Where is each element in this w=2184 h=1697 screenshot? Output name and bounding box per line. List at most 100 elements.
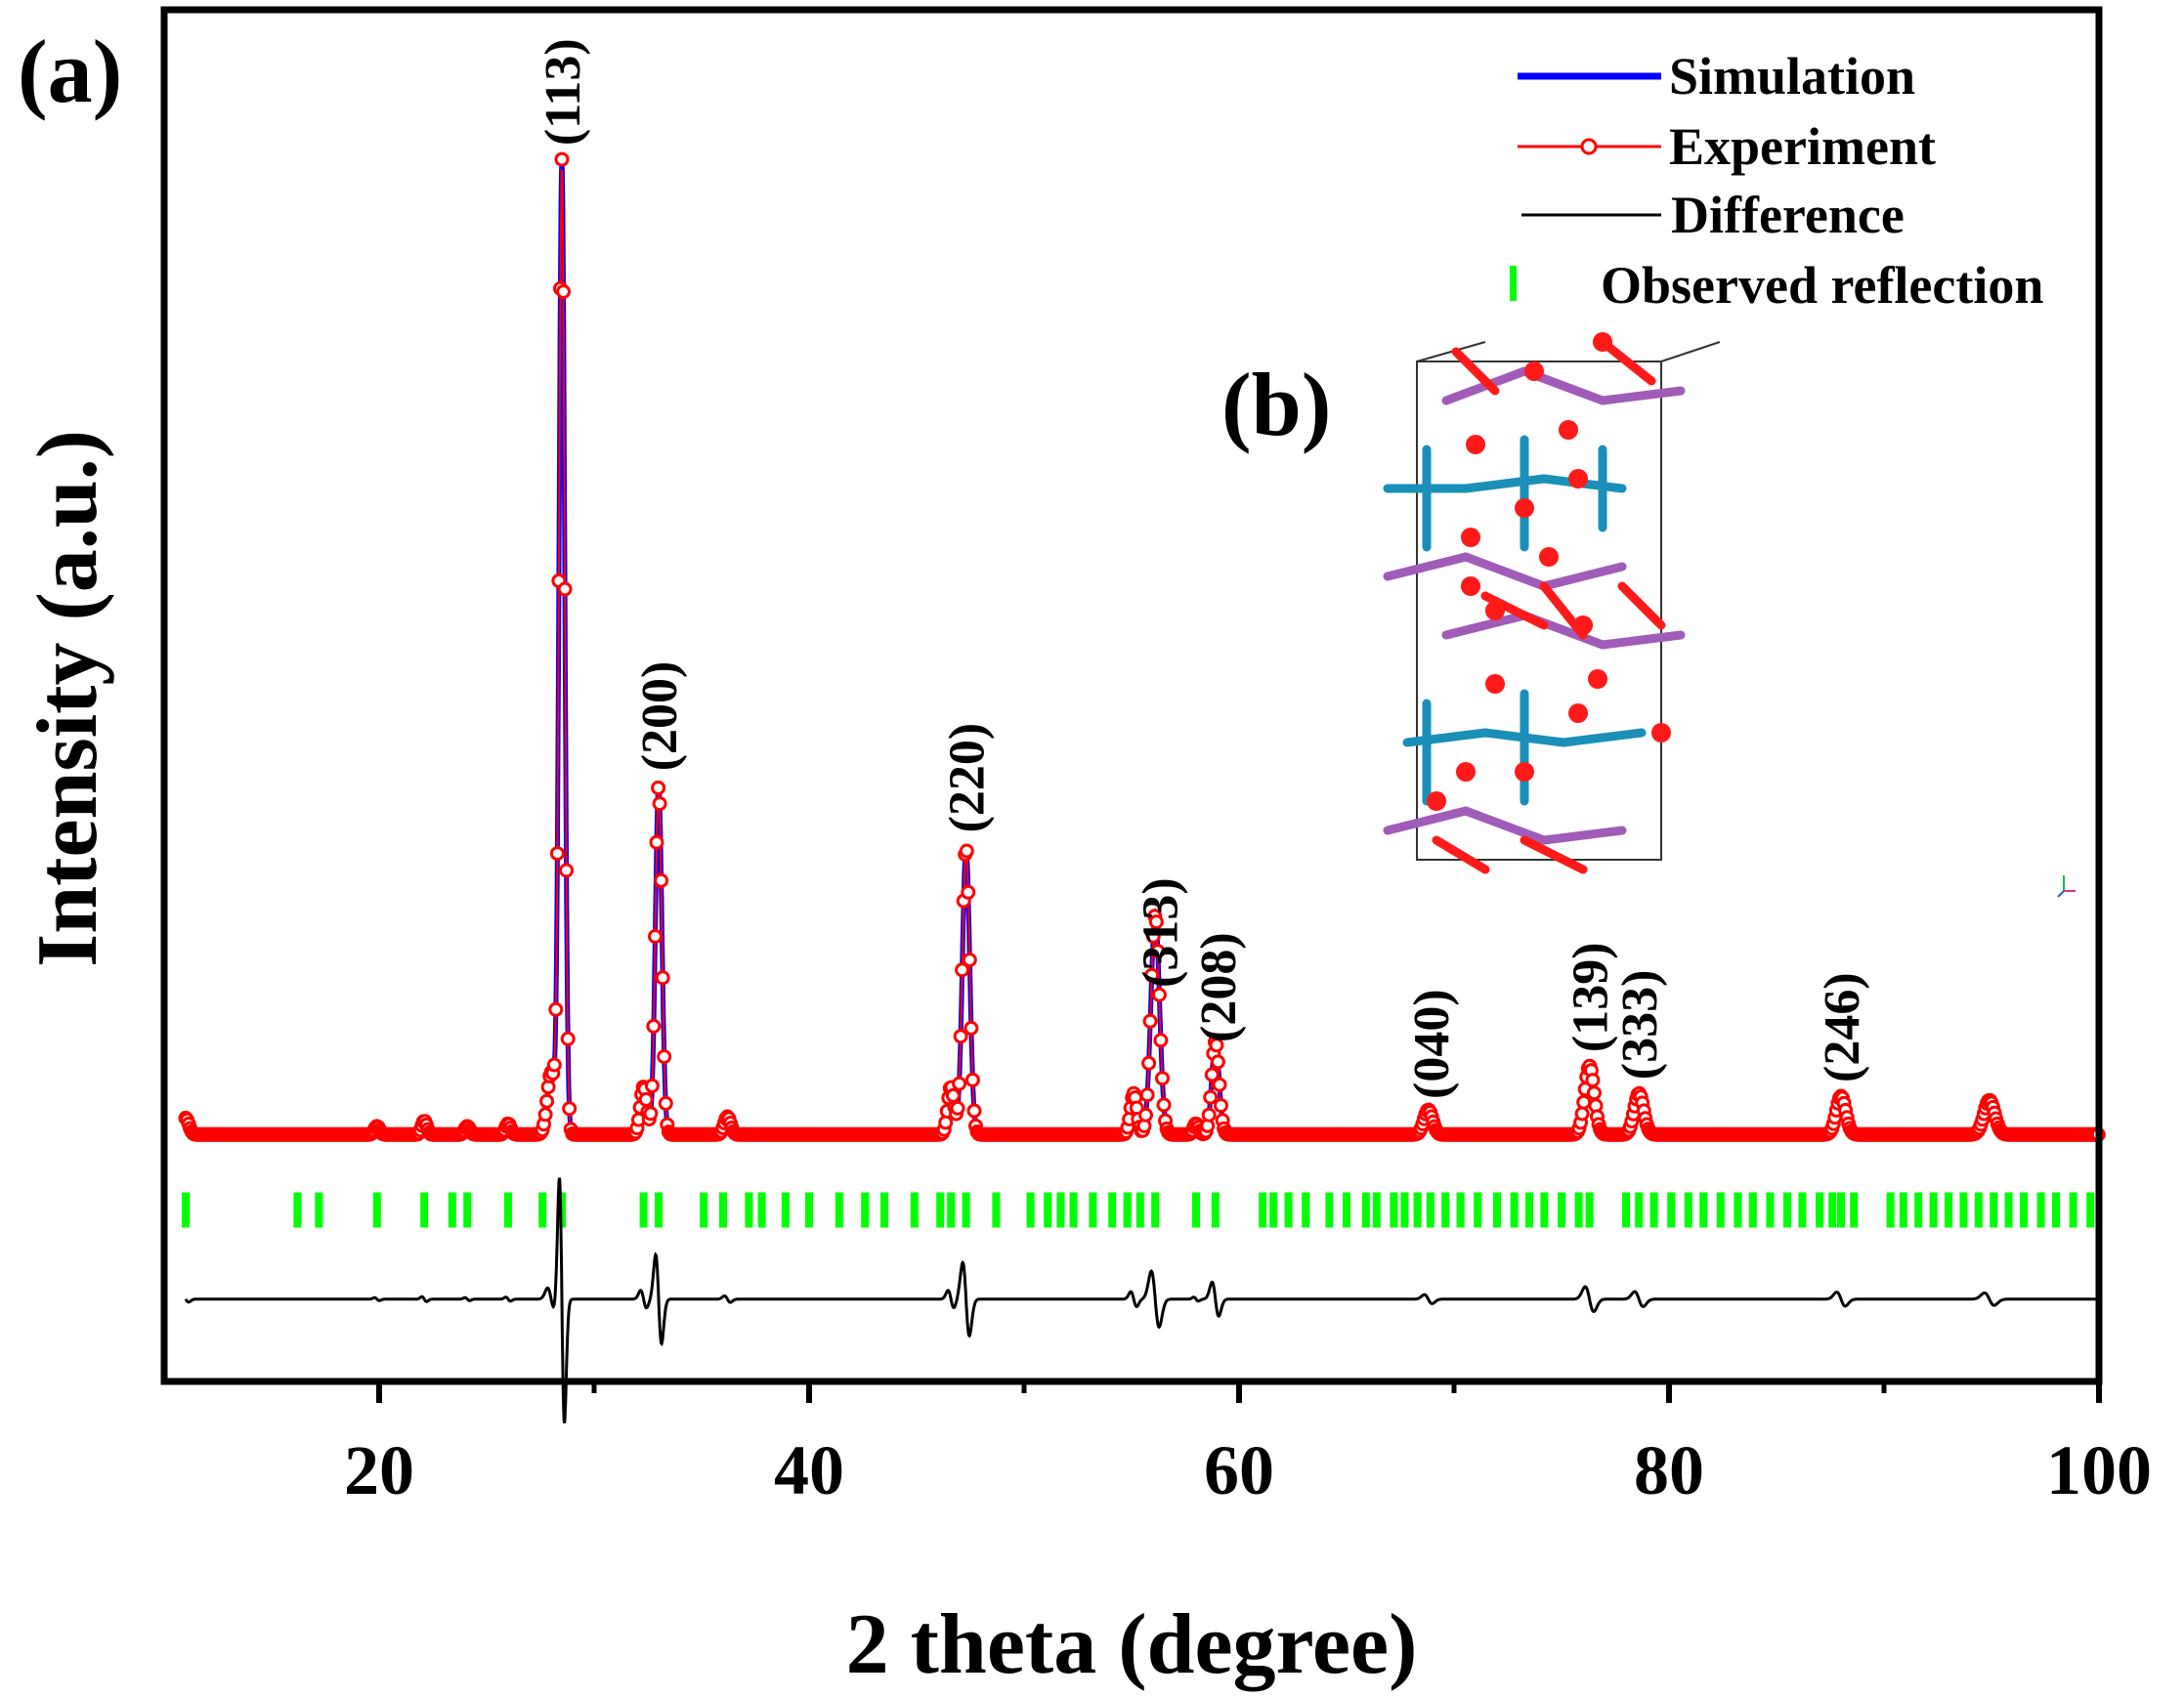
reflection-tick xyxy=(1325,1192,1334,1228)
reflection-tick xyxy=(1899,1192,1907,1228)
experiment-point xyxy=(657,1049,672,1065)
experiment-point xyxy=(649,834,664,850)
peak-labels: (113) (200) (220) (313) (208) (040) (139)(333)… xyxy=(535,38,1870,1099)
reflection-tick xyxy=(1585,1192,1594,1228)
reflection-tick xyxy=(1044,1192,1052,1228)
experiment-point xyxy=(539,1093,555,1109)
reflection-tick xyxy=(2052,1192,2060,1228)
experiment-point xyxy=(1201,1107,1217,1123)
crystal-bond xyxy=(1520,835,1588,874)
experiment-point xyxy=(643,1106,659,1122)
experiment-point xyxy=(1155,1071,1170,1086)
experiment-point xyxy=(966,1103,982,1119)
crystal-atom xyxy=(1568,703,1588,723)
reflection-tick xyxy=(1151,1192,1160,1228)
reflection-tick xyxy=(947,1192,956,1228)
difference-line xyxy=(184,1177,2099,1423)
experiment-point xyxy=(549,846,565,862)
experiment-point xyxy=(546,1057,562,1073)
reflection-tick xyxy=(1026,1192,1035,1228)
reflection-tick xyxy=(861,1192,870,1228)
reflection-tick xyxy=(1684,1192,1692,1228)
crystal-bond xyxy=(1617,581,1666,630)
x-axis-title: 2 theta (degree) xyxy=(846,1597,1418,1692)
experiment-point xyxy=(658,1095,673,1111)
reflection-tick xyxy=(1211,1192,1220,1228)
experiment-point xyxy=(952,1076,967,1091)
reflection-tick xyxy=(1361,1192,1370,1228)
peak-label-246: (246) xyxy=(1815,972,1870,1082)
crystal-bond xyxy=(1451,347,1500,396)
reflection-tick xyxy=(1635,1192,1644,1228)
reflection-tick xyxy=(880,1192,888,1228)
crystal-atom xyxy=(1461,528,1480,547)
reflection-tick xyxy=(315,1192,323,1228)
crystal-bond xyxy=(1383,806,1471,835)
experiment-point xyxy=(1142,1013,1158,1029)
x-tick-label: 100 xyxy=(2046,1431,2152,1509)
experiment-point xyxy=(1139,1087,1155,1103)
x-tick-label: 80 xyxy=(1634,1431,1704,1509)
reflection-tick xyxy=(1783,1192,1791,1228)
reflection-tick xyxy=(1056,1192,1065,1228)
peak-label-220: (220) xyxy=(940,723,996,833)
experiment-point xyxy=(953,1029,968,1044)
experiment-point xyxy=(651,780,666,795)
reflection-tick xyxy=(936,1192,945,1228)
reflection-tick xyxy=(1474,1192,1482,1228)
experiment-point xyxy=(959,843,974,859)
reflection-tick xyxy=(1269,1192,1278,1228)
experiment-point xyxy=(1145,928,1161,944)
experiment-point xyxy=(955,962,970,978)
reflection-tick xyxy=(1990,1192,1998,1228)
reflection-tick xyxy=(1574,1192,1583,1228)
experiment-point xyxy=(1574,1106,1590,1122)
reflection-tick xyxy=(992,1192,1001,1228)
reflection-tick xyxy=(420,1192,429,1228)
reflection-tick xyxy=(2036,1192,2045,1228)
experiment-point xyxy=(554,151,570,167)
crystal-atom xyxy=(1651,723,1671,742)
crystal-atom xyxy=(1485,674,1505,694)
reflection-tick xyxy=(372,1192,381,1228)
reflection-tick xyxy=(1649,1192,1658,1228)
reflection-tick xyxy=(1974,1192,1983,1228)
crystal-bond xyxy=(1441,611,1529,640)
reflection-tick xyxy=(1837,1192,1845,1228)
y-axis-title: Intensity (a.u.) xyxy=(21,430,115,967)
reflection-tick xyxy=(1699,1192,1708,1228)
panel-label-a: (a) xyxy=(18,21,122,121)
reflection-tick xyxy=(1667,1192,1676,1228)
experiment-point xyxy=(646,1018,662,1034)
reflection-tick xyxy=(1302,1192,1310,1228)
experiment-point xyxy=(652,796,667,812)
peak-label-200: (200) xyxy=(632,661,688,772)
experiment-point xyxy=(644,1078,660,1093)
experiment-line xyxy=(185,168,2099,1136)
experiment-point xyxy=(1148,914,1164,930)
reflection-tick xyxy=(1284,1192,1293,1228)
reflection-tick xyxy=(1510,1192,1519,1228)
experiment-point xyxy=(1144,967,1160,983)
crystal-atom xyxy=(1559,420,1578,440)
reflection-tick xyxy=(1816,1192,1823,1228)
experiment-point xyxy=(1203,1089,1219,1105)
reflection-tick xyxy=(463,1192,472,1228)
reflection-tick xyxy=(1441,1192,1450,1228)
experiment-point xyxy=(654,872,669,888)
experiment-point xyxy=(1586,1085,1602,1101)
experiment-point xyxy=(1151,987,1167,1002)
reflection-tick xyxy=(1886,1192,1895,1228)
reflection-tick xyxy=(1426,1192,1435,1228)
plot-frame xyxy=(160,6,2103,1385)
crystal-atom xyxy=(1593,332,1612,352)
reflection-tick xyxy=(2020,1192,2028,1228)
crystal-bond xyxy=(1402,728,1490,747)
reflection-tick xyxy=(1716,1192,1725,1228)
legend: Simulation Experiment Difference Observe… xyxy=(1510,47,2043,315)
crystal-atom xyxy=(1573,615,1593,635)
reflection-tick xyxy=(1343,1192,1350,1228)
experiment-point xyxy=(950,1100,965,1116)
experiment-point xyxy=(562,1101,578,1117)
reflection-tick xyxy=(1766,1192,1775,1228)
